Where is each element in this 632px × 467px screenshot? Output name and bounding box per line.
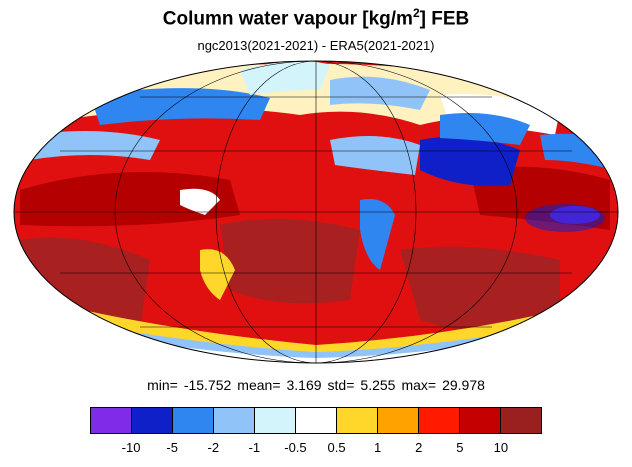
colorbar-tick-label: -10 [121,440,141,455]
colorbar-tick-label: -1 [248,440,261,455]
map-subtitle: ngc2013(2021-2021) - ERA5(2021-2021) [197,38,435,53]
colorbar [90,407,542,434]
colorbar-tick-label: 2 [415,440,423,455]
colorbar-swatch [296,408,337,433]
colorbar-swatch [501,408,541,433]
colorbar-tick-label: 0.5 [327,440,346,455]
colorbar-tick-label: 10 [493,440,509,455]
colorbar-tick-label: -0.5 [284,440,307,455]
colorbar-swatch [419,408,460,433]
colorbar-swatch [460,408,501,433]
colorbar-tick-label: -5 [166,440,178,455]
colorbar-swatch [214,408,255,433]
field-layer [14,61,618,363]
colorbar-swatch [173,408,214,433]
colorbar-tick-label: 5 [456,440,464,455]
map-outline [13,60,619,364]
colorbar-swatch [255,408,296,433]
colorbar-tick-label: -2 [207,440,220,455]
colorbar-swatch [337,408,378,433]
map-title: Column water vapour [kg/m2] FEB [162,6,470,30]
colorbar-swatch [132,408,173,433]
colorbar-swatch [378,408,419,433]
colorbar-swatch [91,408,132,433]
graticule [14,61,618,363]
statistics-line: min= -15.752 mean= 3.169 std= 5.255 max= 29.978 [147,377,485,393]
colorbar-tick-label: 1 [374,440,382,455]
